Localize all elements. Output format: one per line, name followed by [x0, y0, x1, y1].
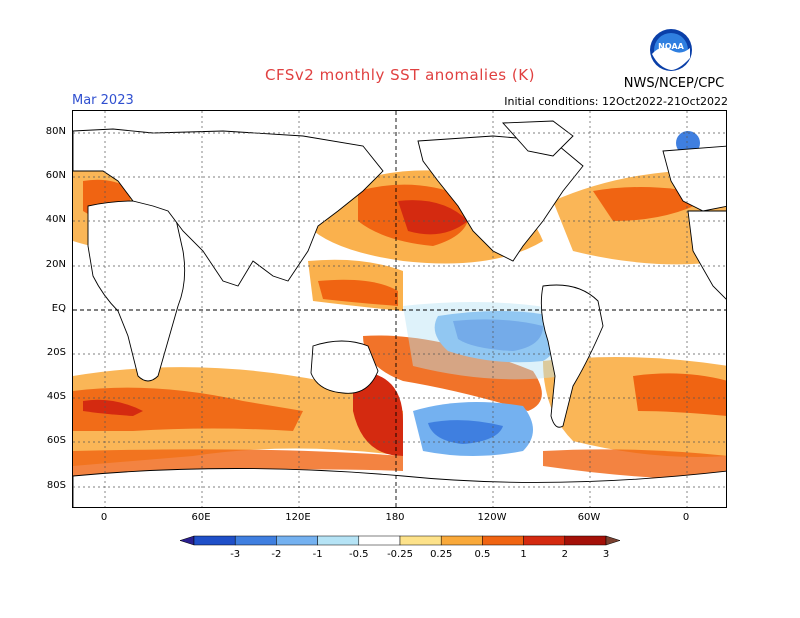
sst-anomaly-map	[72, 110, 727, 508]
lon-label: 120W	[477, 512, 507, 523]
lon-label: 120E	[285, 512, 311, 523]
map-canvas	[73, 111, 726, 507]
grid-lines	[73, 111, 726, 507]
colorbar-swatch	[193, 535, 236, 546]
colorbar-tick-label: -2	[271, 549, 281, 560]
map-title: CFSv2 monthly SST anomalies (K)	[265, 66, 535, 84]
colorbar-swatch	[234, 535, 277, 546]
lat-label: 80N	[45, 126, 66, 137]
lon-label: 60W	[577, 512, 601, 523]
colorbar-swatch	[482, 535, 524, 546]
colorbar-swatch	[605, 535, 621, 546]
noaa-logo: NOAA	[650, 29, 692, 71]
lat-label: 40N	[45, 214, 66, 225]
coastlines	[73, 120, 726, 507]
colorbar-swatch	[276, 535, 318, 546]
colorbar-tick-label: -1	[313, 549, 323, 560]
lat-label: 80S	[46, 480, 66, 491]
colorbar-tick-label: 0.5	[474, 549, 490, 560]
colorbar-swatch	[358, 535, 401, 546]
lon-label: 60E	[191, 512, 211, 523]
colorbar-swatches	[179, 535, 621, 546]
colorbar-tick-label: 1	[520, 549, 526, 560]
colorbar-swatch	[399, 535, 442, 546]
lat-label: 40S	[46, 391, 66, 402]
agency-label: NWS/NCEP/CPC	[623, 76, 725, 91]
colorbar-swatch	[523, 535, 566, 546]
colorbar-swatch	[564, 535, 607, 546]
colorbar-tick-label: 0.25	[430, 549, 452, 560]
colorbar-swatch	[179, 535, 195, 546]
colorbar-tick-labels: -3 -2 -1 -0.5 -0.25 0.25 0.5 1 2 3	[230, 549, 609, 560]
lat-label: EQ	[51, 303, 66, 314]
forecast-month: Mar 2023	[72, 93, 134, 108]
colorbar-swatch	[440, 535, 483, 546]
colorbar-tick-label: 3	[603, 549, 609, 560]
lat-label: 60S	[46, 435, 66, 446]
initial-conditions: Initial conditions: 12Oct2022-21Oct2022	[504, 95, 728, 108]
lon-label: 180	[385, 512, 405, 523]
colorbar-swatch	[317, 535, 360, 546]
lat-label: 20N	[45, 259, 66, 270]
colorbar-tick-label: -3	[230, 549, 240, 560]
noaa-logo-text: NOAA	[658, 42, 684, 51]
colorbar: -3 -2 -1 -0.5 -0.25 0.25 0.5 1 2 3	[179, 535, 621, 560]
lat-label: 20S	[46, 347, 66, 358]
colorbar-tick-label: 2	[562, 549, 568, 560]
lon-label: 0	[682, 512, 690, 523]
lon-label: 0	[100, 512, 108, 523]
colorbar-tick-label: -0.5	[349, 549, 369, 560]
colorbar-tick-label: -0.25	[387, 549, 413, 560]
lat-label: 60N	[45, 170, 66, 181]
equator-dateline	[73, 111, 726, 507]
